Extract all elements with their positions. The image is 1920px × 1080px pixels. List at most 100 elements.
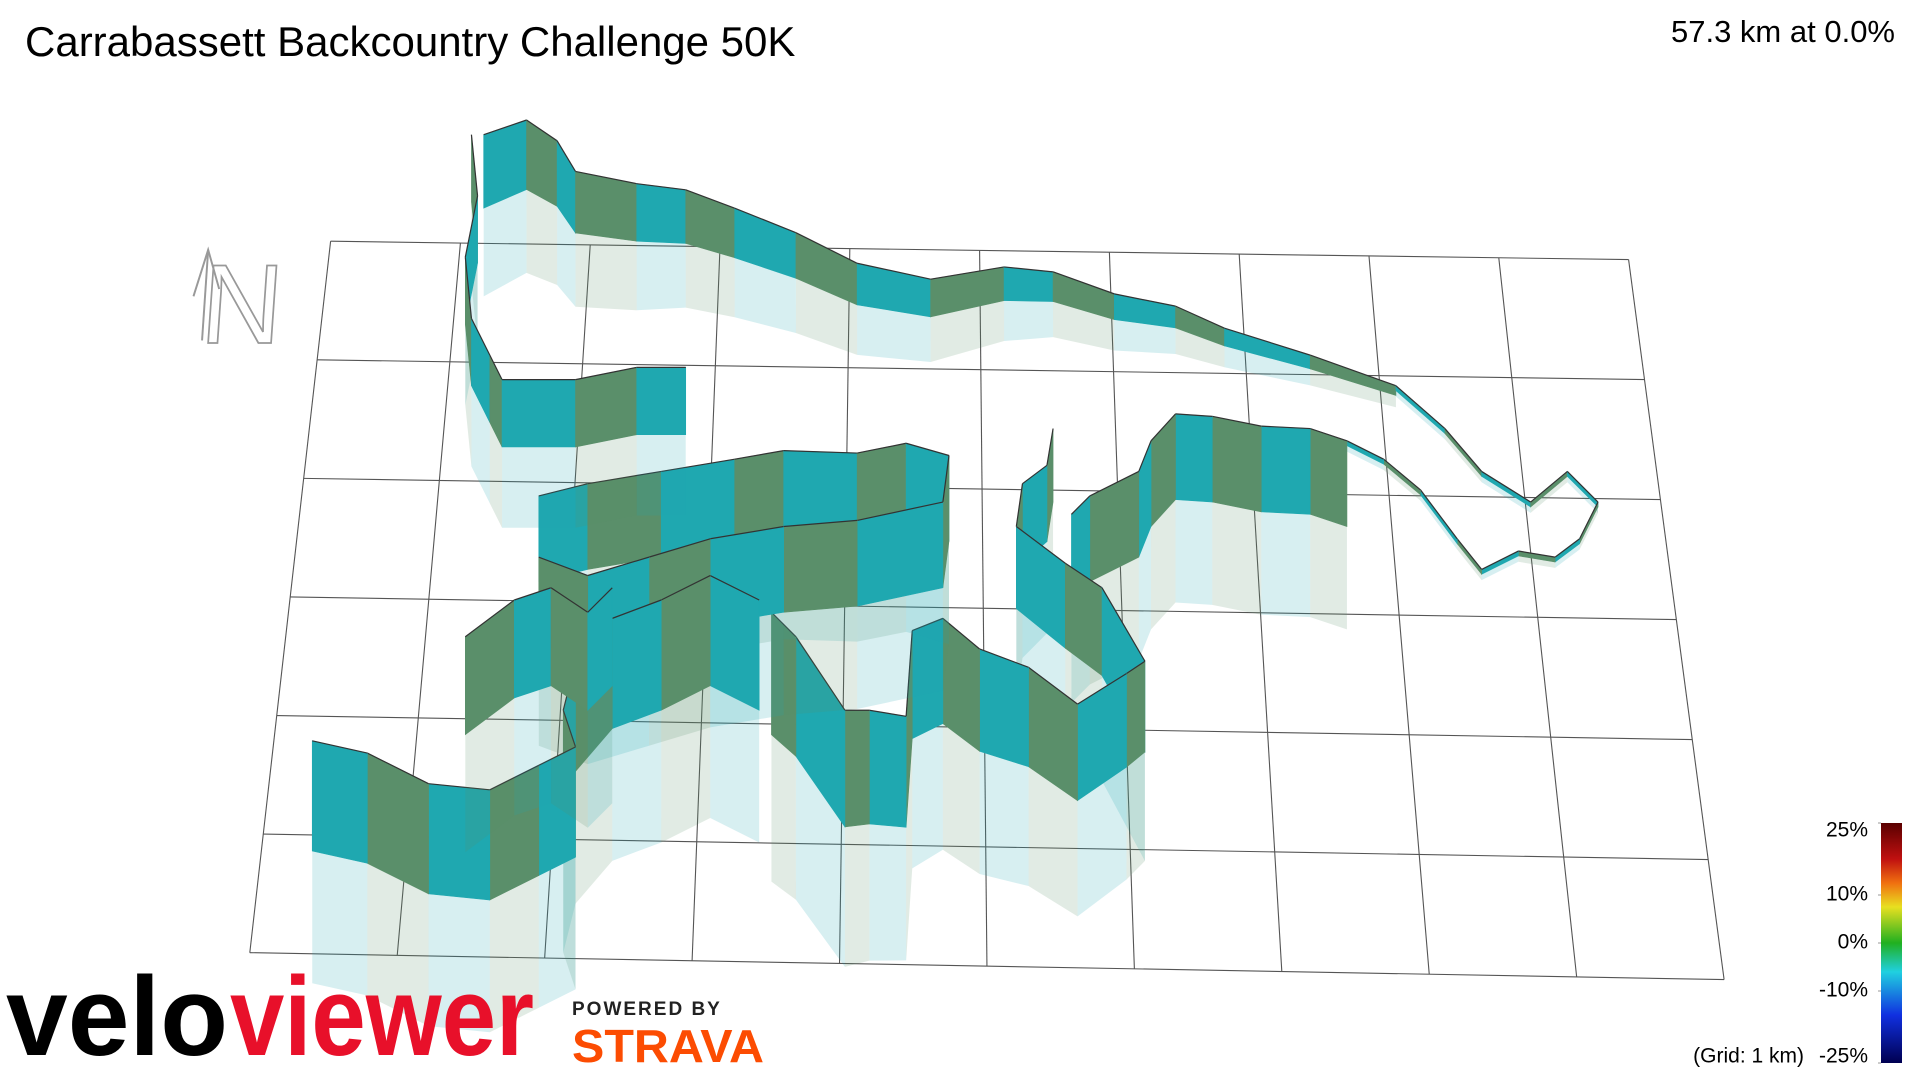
ribbon-shadow [526, 189, 558, 285]
ribbon-edge [1138, 440, 1152, 472]
ribbon-shadow [1212, 502, 1262, 615]
ribbon-edge [1224, 327, 1311, 356]
logo-velo: velo [6, 954, 228, 1079]
logo-viewer: viewer [230, 954, 534, 1079]
ribbon-shadow [930, 300, 1005, 363]
ribbon-segment [1260, 425, 1311, 515]
ribbon-shadow [710, 685, 760, 843]
ribbon-segment [1175, 413, 1213, 503]
grid-line [303, 477, 1661, 501]
ribbon-segment [575, 366, 638, 448]
ribbon-shadow [575, 232, 637, 311]
ribbon-edge [1052, 271, 1115, 295]
ribbon-edge [660, 574, 711, 601]
ribbon-edge [661, 458, 735, 473]
title: Carrabassett Backcountry Challenge 50K [25, 18, 795, 65]
ribbon-edge [470, 134, 479, 196]
ribbon-shadow [979, 751, 1029, 887]
ribbon-edge [1456, 538, 1483, 570]
ribbon-edge [1530, 470, 1568, 503]
ribbon-edge [1518, 550, 1556, 558]
compass-arrow [201, 249, 210, 341]
ribbon-shadow [1126, 751, 1145, 880]
ribbon-shadow [1518, 555, 1556, 568]
legend-label: 25% [1826, 819, 1868, 842]
ribbon-edge [1126, 660, 1146, 674]
ribbon-edge [710, 525, 784, 540]
ribbon-shadow [1457, 543, 1482, 581]
ribbon-edge [979, 648, 1029, 668]
ribbon-shadow [795, 278, 858, 355]
ribbon-edge [1015, 483, 1024, 527]
ribbon-edge [1383, 458, 1421, 491]
ribbon-shadow [1028, 766, 1078, 917]
ribbon-shadow [1224, 345, 1311, 386]
ribbon-shadow [1138, 526, 1152, 661]
ribbon-shadow [661, 685, 711, 843]
compass: N [192, 240, 288, 368]
ribbon-shadow [1481, 476, 1531, 513]
ribbon-edge [575, 170, 637, 185]
ribbon-edge [1310, 354, 1397, 387]
ribbon-edge [942, 617, 980, 650]
ribbon-edge [1046, 428, 1054, 466]
ribbon-edge [1028, 666, 1078, 705]
ribbon-edge [464, 257, 473, 319]
ribbon-shadow [1151, 499, 1176, 630]
ribbon-edge [930, 266, 1005, 280]
ribbon-shadow [575, 728, 613, 904]
ribbon-edge [1212, 415, 1262, 427]
ribbon-edge [1071, 495, 1091, 515]
ribbon-shadow [367, 863, 429, 1027]
ribbon-shadow [636, 241, 686, 311]
ribbon-edge [783, 519, 858, 528]
ribbon-edge [1481, 550, 1519, 570]
legend-label: -25% [1819, 1045, 1868, 1068]
ribbon-shadow [1346, 445, 1384, 470]
ribbon-shadow [1579, 506, 1598, 550]
ribbon-shadow [734, 257, 796, 334]
ribbon-shadow [563, 820, 576, 990]
ribbon-shadow [514, 685, 552, 816]
legend-label: 0% [1838, 931, 1868, 954]
ribbon-edge [575, 366, 637, 381]
ribbon-edge [1395, 385, 1446, 430]
ribbon-shadow [1310, 368, 1396, 408]
ribbon-shadow [844, 824, 870, 967]
strava-logo: STRAVA [572, 1020, 764, 1072]
ribbon-segment [1309, 428, 1348, 527]
ribbon-edge [1444, 428, 1483, 472]
gradient-legend: 25% 10% 0% -10% -25% (Grid: 1 km) [1693, 819, 1902, 1068]
ribbon-segment [1211, 415, 1262, 513]
ribbon-edge [783, 450, 858, 454]
ribbon-edge [685, 189, 735, 209]
ribbon-shadow [502, 446, 576, 528]
ribbon-shadow [942, 541, 949, 691]
ribbon-shadow [538, 857, 576, 1008]
ribbon-edge [1554, 538, 1580, 558]
ribbon-edge [905, 442, 950, 457]
ribbon-shadow [1077, 767, 1127, 917]
ribbon-shadow [471, 385, 490, 504]
ribbon-segment [611, 599, 662, 730]
ribbon-shadow [557, 206, 576, 307]
ribbon-shadow [1555, 543, 1580, 568]
ribbon-edge [538, 556, 588, 577]
ribbon-edge [1566, 470, 1599, 503]
ribbon-edge [1175, 305, 1225, 329]
ribbon-shadow [685, 243, 735, 318]
ribbon-edge [489, 764, 540, 791]
map-3d: N [192, 119, 1725, 1033]
colorbar [1881, 823, 1902, 1063]
ribbon-shadow [587, 685, 613, 828]
legend-label: -10% [1819, 979, 1868, 1002]
ribbon-edge [587, 556, 650, 577]
ribbon-shadow [1383, 464, 1421, 501]
ribbon-edge [942, 455, 950, 503]
branding: velo viewer POWERED BY STRAVA [6, 954, 764, 1079]
ribbon-shadow [489, 422, 503, 528]
ribbon-edge [795, 232, 858, 264]
ribbon-edge [526, 119, 558, 142]
ribbon-shadow [771, 734, 796, 900]
